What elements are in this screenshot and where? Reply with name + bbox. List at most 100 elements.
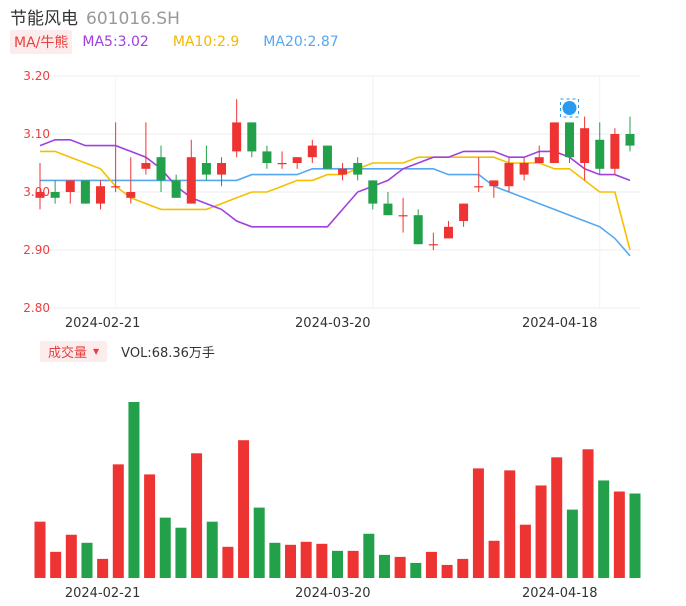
candle-body [474,186,484,188]
volume-bar [535,485,547,578]
candle-body [368,180,378,204]
volume-tab-label: 成交量 [48,345,88,361]
volume-bar [582,449,594,578]
candle-body [292,157,302,163]
y-tick-label: 2.90 [23,243,50,257]
ma5-line [39,139,631,228]
candle-body [443,226,453,239]
volume-value: VOL:68.36万手 [121,345,215,361]
candle-body [610,134,620,169]
volume-bar [472,468,484,578]
candle-body [383,203,393,216]
candle-body [564,122,574,158]
stock-code: 601016.SH [86,9,180,29]
candle-body [186,157,196,204]
candle-body [141,163,151,169]
volume-bar [97,558,109,578]
volume-bar [566,509,578,578]
y-tick-label: 3.20 [23,69,50,83]
marker-frame [559,98,579,118]
candle-body [338,168,348,175]
candle-body [217,163,227,175]
volume-bar [175,527,187,578]
ma5-value: MA5:3.02 [82,34,149,50]
volume-bar [269,542,281,578]
ma-legend: MA/牛熊 MA5:3.02 MA10:2.9 MA20:2.87 [10,30,339,54]
ma20-value: MA20:2.87 [263,34,339,50]
stock-header: 节能风电 601016.SH [10,4,180,29]
stock-name: 节能风电 [10,9,78,29]
volume-bar [598,480,610,578]
candle-body [96,186,106,204]
volume-bar [206,521,218,578]
volume-bar [363,533,375,578]
volume-x-tick-label: 2024-04-18 [522,586,598,601]
candle-body [80,180,90,204]
volume-bar [410,562,422,578]
candle-body [489,180,499,187]
volume-bar [81,542,93,578]
volume-bar [629,493,641,578]
volume-bar [191,453,203,578]
volume-bar [347,550,359,578]
volume-bar [300,541,312,578]
candle-body [398,215,408,217]
volume-bar [238,440,250,578]
volume-bar [551,457,563,578]
x-tick-label: 2024-03-20 [295,316,371,331]
volume-bar [441,564,453,578]
volume-bar [159,517,171,578]
caret-down-icon: ▼ [93,346,100,356]
candle-body [232,122,242,152]
volume-bar [519,524,531,578]
volume-bar [50,551,62,578]
volume-bar [613,491,625,578]
volume-type-tab[interactable]: 成交量 ▼ [40,340,108,362]
volume-bar [285,544,297,578]
candle-body [625,134,635,146]
volume-bar [112,464,124,578]
y-tick-label: 2.80 [23,301,50,315]
volume-bar [504,470,516,578]
volume-bar [222,546,234,578]
volume-bar [488,540,500,578]
bear-mascot-icon [562,101,577,115]
ma10-value: MA10:2.9 [172,34,240,50]
candle-body [247,122,257,152]
candle-body [459,203,469,221]
candle-body [277,163,287,165]
volume-legend: 成交量 ▼ VOL:68.36万手 [40,340,215,362]
y-tick-label: 3.10 [23,127,50,141]
volume-bar [457,558,469,578]
candle-body [413,215,423,245]
ma-type-tab[interactable]: MA/牛熊 [10,30,73,54]
volume-bar [394,556,406,578]
candle-body [201,163,211,175]
candle-body [428,244,438,246]
volume-bar [332,550,343,578]
candle-body [595,139,605,169]
candle-body [322,145,332,169]
x-tick-label: 2024-04-18 [522,316,598,331]
candle-body [534,157,544,163]
volume-bar [144,474,156,578]
x-tick-label: 2024-02-21 [65,316,141,331]
candle-body [156,157,166,181]
volume-bar [316,543,328,578]
candle-body [50,192,60,198]
ma20-line [40,168,631,257]
candle-body [171,180,181,198]
volume-bar [425,551,437,578]
volume-bar [378,554,390,578]
volume-x-tick-label: 2024-02-21 [65,586,141,601]
ma10-line [40,150,631,251]
candle-body [549,122,559,163]
volume-bar [128,402,140,578]
candle-body [262,151,272,163]
volume-bar [65,534,77,578]
candle-body [111,186,121,188]
candle-body [65,180,75,192]
candle-body [353,163,363,175]
volume-bar [253,507,265,578]
